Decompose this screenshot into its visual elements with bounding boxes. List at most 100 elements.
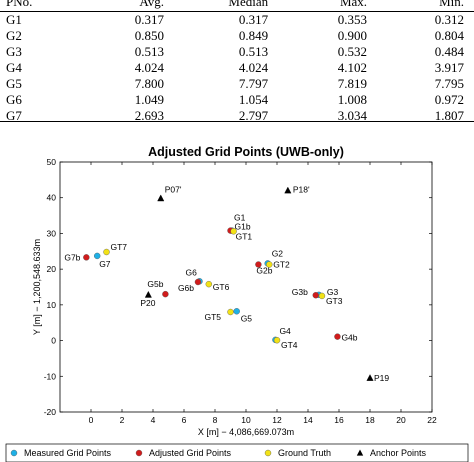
ground-truth-point: [273, 337, 281, 344]
y-tick-label: 0: [51, 336, 56, 346]
cell-pno: G5: [6, 76, 22, 91]
point-label: GT2: [273, 260, 290, 270]
x-tick-label: 10: [241, 415, 251, 425]
point-label: GT7: [111, 242, 128, 252]
results-table: PNo. Avg. Median Max. Min. G1 0.317 0.31…: [0, 0, 474, 122]
cell-median: 2.797: [238, 108, 269, 122]
anchor-point: [157, 194, 165, 202]
y-tick-label: 50: [47, 157, 57, 167]
x-tick-label: 20: [396, 415, 406, 425]
ground-truth-point: [266, 261, 273, 268]
point-label: G5b: [147, 279, 163, 289]
ground-truth-point: [318, 292, 326, 300]
x-axis-label: X [m] − 4,086,669.073m: [198, 427, 294, 437]
x-tick-label: 2: [120, 415, 125, 425]
ground-truth-point: [227, 308, 234, 316]
legend-marker: [356, 449, 364, 456]
point-label: G4b: [341, 333, 357, 343]
legend-label: Adjusted Grid Points: [149, 448, 232, 458]
adjusted-point: [83, 254, 90, 261]
table-row: G5 7.800 7.797 7.819 7.795: [0, 76, 474, 92]
point-label: G3: [327, 287, 339, 297]
point-label: G7: [99, 259, 111, 269]
cell-median: 1.054: [238, 92, 269, 107]
legend-marker: [135, 449, 143, 457]
legend-marker: [10, 449, 18, 457]
header-min: Min.: [371, 0, 474, 12]
table-bottom-rule: [0, 121, 474, 122]
cell-pno: G2: [6, 28, 22, 43]
cell-min: 0.312: [434, 12, 464, 27]
point-label: G6b: [178, 283, 194, 293]
cell-median: 0.849: [238, 28, 269, 43]
ground-truth-point: [205, 280, 213, 288]
point-label: P07': [165, 184, 182, 194]
table-row: G7 2.693 2.797 3.034 1.807: [0, 108, 474, 122]
results-table-wrapper: PNo. Avg. Median Max. Min. G1 0.317 0.31…: [0, 0, 474, 122]
x-tick-label: 6: [182, 415, 187, 425]
chart-title: Adjusted Grid Points (UWB-only): [148, 145, 344, 159]
cell-avg: 1.049: [134, 92, 165, 107]
cell-max: 0.532: [337, 44, 368, 59]
cell-avg: 0.850: [134, 28, 165, 43]
cell-avg: 7.800: [134, 76, 165, 91]
x-tick-label: 4: [151, 415, 156, 425]
x-tick-label: 22: [427, 415, 437, 425]
y-tick-label: -20: [44, 407, 57, 417]
cell-avg: 0.513: [134, 44, 165, 59]
adjusted-point: [162, 290, 169, 298]
legend-marker: [264, 449, 272, 457]
cell-min: 0.972: [434, 92, 464, 107]
x-tick-label: 12: [272, 415, 282, 425]
cell-pno: G6: [6, 92, 22, 107]
cell-avg: 4.024: [134, 60, 165, 75]
cell-min: 0.804: [434, 28, 464, 43]
table-header-row: PNo. Avg. Median Max. Min.: [0, 0, 474, 12]
adjusted-point: [312, 292, 319, 299]
point-label: P20: [140, 298, 155, 308]
cell-pno: G4: [6, 60, 22, 75]
cell-median: 0.317: [238, 12, 269, 27]
point-label: G1b: [235, 222, 251, 232]
cell-min: 7.795: [434, 76, 464, 91]
cell-min: 0.484: [434, 44, 464, 59]
anchor-point: [144, 290, 152, 298]
ground-truth-point: [103, 248, 110, 256]
legend-label: Ground Truth: [278, 448, 331, 458]
cell-median: 0.513: [238, 44, 269, 59]
cell-avg: 2.693: [134, 108, 165, 122]
cell-median: 7.797: [238, 76, 269, 91]
point-label: G4: [279, 326, 291, 336]
point-label: G6: [186, 267, 198, 277]
cell-max: 1.008: [337, 92, 368, 107]
point-label: GT4: [281, 340, 298, 350]
y-tick-label: 30: [47, 228, 57, 238]
x-tick-label: 8: [213, 415, 218, 425]
legend-box: [5, 443, 469, 462]
cell-max: 4.102: [337, 60, 368, 75]
point-label: G5: [241, 313, 253, 323]
anchor-point: [366, 374, 374, 381]
x-tick-label: 0: [89, 415, 94, 425]
header-median: Median: [174, 0, 275, 12]
cell-pno: G1: [6, 12, 22, 27]
point-label: G2b: [256, 266, 272, 276]
header-max: Max.: [274, 0, 372, 12]
point-label: G7b: [64, 252, 80, 262]
cell-max: 0.900: [337, 28, 368, 43]
header-avg: Avg.: [71, 0, 175, 12]
y-tick-label: -10: [44, 371, 57, 381]
adjusted-point: [255, 261, 262, 268]
table-row: G2 0.850 0.849 0.900 0.804: [0, 28, 474, 44]
point-label: GT3: [326, 296, 343, 306]
point-label: G1: [234, 213, 246, 223]
point-label: G3b: [292, 287, 308, 297]
y-axis-label: Y [m] − 1,200,548.633m: [32, 239, 42, 335]
point-label: G2: [272, 248, 284, 258]
y-tick-label: 20: [47, 264, 57, 274]
cell-max: 0.353: [337, 12, 368, 27]
adjusted-point: [334, 333, 341, 340]
cell-min: 1.807: [434, 108, 464, 122]
cell-pno: G3: [6, 44, 22, 59]
